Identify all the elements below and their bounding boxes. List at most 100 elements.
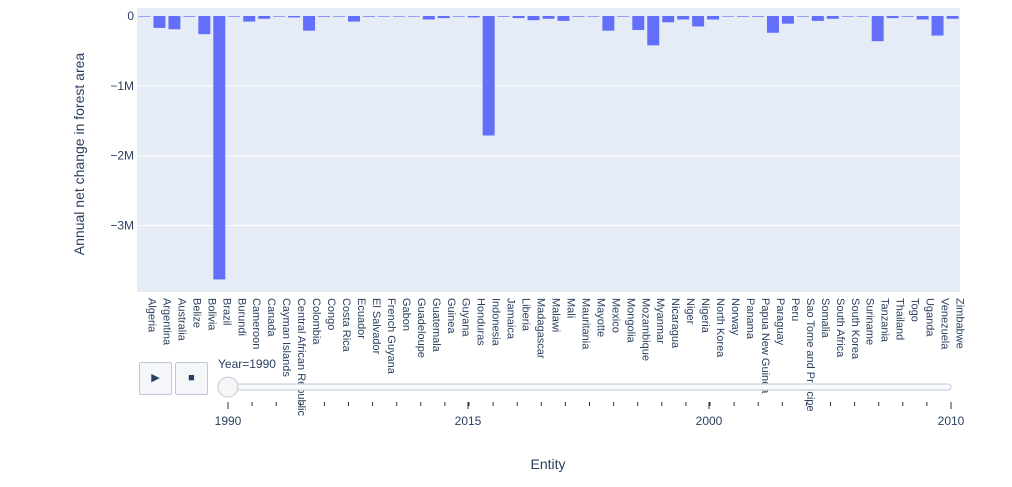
bar [632,16,645,30]
bar [377,16,390,17]
x-tick-label: Guyana [460,298,472,337]
slider-handle[interactable] [217,376,239,398]
bar [781,16,794,24]
x-tick-label: Australia [175,298,187,342]
x-tick-label: Suriname [864,298,876,345]
x-tick-label: Canada [265,298,277,337]
x-tick-label: Peru [789,298,801,321]
plot-background [137,8,960,292]
x-tick-label: Tanzania [879,298,891,343]
x-tick-label: Nicaragua [669,298,681,349]
bar [662,16,675,23]
y-tick-label: −1M [110,79,134,93]
bar [766,16,779,33]
bar [796,16,809,17]
bar [392,16,405,17]
x-tick-label: Venezuela [939,298,951,350]
slider-track [227,383,952,391]
x-tick-label: Congo [325,298,337,330]
bar [901,16,914,17]
bar [692,16,705,27]
stop-button[interactable]: ■ [175,362,208,395]
bar [647,16,660,46]
x-tick-label: Brazil [220,298,232,326]
x-tick-label: Belize [190,298,202,328]
bar [587,16,600,17]
x-tick-label: Myanmar [654,298,666,344]
bar [946,16,959,19]
bar [213,16,226,280]
y-axis-title: Annual net change in forest area [71,53,87,256]
x-tick-label: Ecuador [355,298,367,339]
bar [811,16,824,21]
bar [856,16,869,17]
x-tick-label: Burundi [235,298,247,336]
bar [437,16,450,19]
x-tick-label: Costa Rica [340,298,352,353]
x-tick-label: Nigeria [699,298,711,334]
bar [303,16,316,31]
bar [228,16,241,17]
x-tick-label: Madagascar [535,298,547,359]
x-tick-label: Togo [909,298,921,322]
x-tick-label: Honduras [475,298,487,346]
bar [452,16,465,17]
x-tick-label: Somalia [819,298,831,339]
bar [677,16,690,20]
x-tick-label: Malawi [550,298,562,332]
slider-tick-label: 2015 [455,414,482,428]
bar [886,16,899,19]
bar [707,16,720,20]
play-button[interactable]: ▶ [139,362,172,395]
slider-tick-label: 2000 [696,414,723,428]
bar [407,16,420,17]
x-tick-label: Guatemala [430,298,442,353]
x-tick-label: Niger [684,298,696,325]
bar [273,16,286,17]
bar [318,16,331,17]
bar [617,16,630,17]
bar [288,16,301,18]
bar [198,16,211,35]
x-tick-label: Colombia [310,298,322,345]
x-tick-label: South Africa [834,298,846,358]
bar [557,16,570,21]
x-tick-label: Mongolia [624,298,636,344]
x-tick-label: Cameroon [250,298,262,349]
bar [752,16,764,17]
bar [258,16,271,19]
bar [333,16,345,17]
x-tick-label: Bolivia [205,298,217,331]
bar [243,16,256,22]
x-tick-label: South Korea [849,298,861,360]
x-tick-label: Mozambique [639,298,651,361]
bar [183,16,196,17]
bar [841,16,854,17]
y-tick-label: 0 [127,9,134,23]
bar [497,16,510,17]
bar [482,16,495,136]
x-tick-label: Sao Tome and Principe [804,298,816,412]
bar [542,16,555,19]
x-tick-label: Mexico [609,298,621,333]
x-tick-label: Argentina [160,298,172,346]
x-tick-label: Guinea [445,298,457,334]
x-tick-label: Mali [564,298,576,318]
y-tick-label: −2M [110,149,134,163]
x-tick-label: Algeria [145,298,157,333]
bar [467,16,480,18]
bar [572,16,585,17]
x-tick-label: Central African Republic [295,298,307,417]
bar [722,16,735,17]
bar [168,16,181,30]
y-tick-label: −3M [110,219,134,233]
bar [422,16,435,20]
x-tick-label: Jamaica [505,298,517,340]
bar [931,16,944,36]
bar [871,16,884,42]
x-tick-label: Liberia [520,298,532,332]
bar [347,16,360,22]
x-axis-title: Entity [530,456,565,472]
